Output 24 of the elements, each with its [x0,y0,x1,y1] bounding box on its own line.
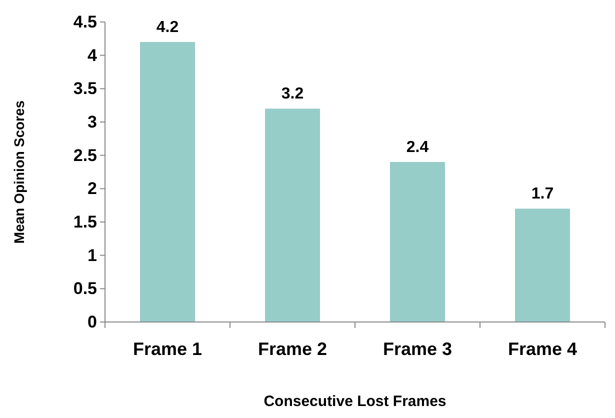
y-tick-label: 4.5 [73,12,97,32]
data-label: 3.2 [281,86,304,103]
y-tick-label: 3.5 [73,79,97,98]
x-tick-label: Frame 3 [382,338,452,359]
bar [140,42,195,322]
y-tick-label: 2.5 [73,146,97,165]
data-label: 4.2 [156,19,179,36]
y-tick-label: 4 [88,46,98,65]
y-tick-label: 1 [88,246,97,265]
x-tick-label: Frame 1 [132,338,202,359]
y-tick-label: 0.5 [73,279,97,298]
x-tick-label: Frame 4 [508,338,578,359]
y-tick-label: 0 [88,312,97,332]
bar [515,208,570,322]
data-label: 1.7 [531,186,554,203]
y-tick-label: 3 [88,112,97,132]
y-axis-title: Mean Opinion Scores [11,100,27,244]
x-tick-label: Frame 2 [258,338,328,359]
bar [265,108,320,322]
data-label: 2.4 [406,139,429,156]
y-tick-label: 2 [88,179,97,198]
x-axis-title: Consecutive Lost Frames [264,393,446,410]
y-tick-label: 1.5 [73,212,97,232]
bar [390,162,445,322]
